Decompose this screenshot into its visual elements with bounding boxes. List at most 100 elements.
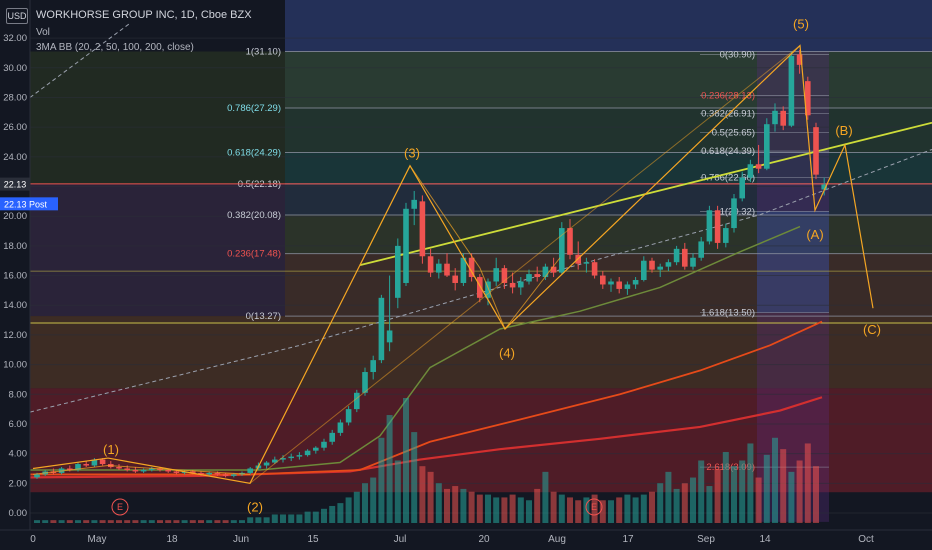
candle-body bbox=[140, 469, 147, 472]
volume-bar bbox=[378, 437, 385, 523]
volume-bar bbox=[632, 497, 639, 523]
candle-body bbox=[657, 266, 663, 270]
candle-body bbox=[165, 469, 171, 472]
x-tick-label: Aug bbox=[548, 534, 566, 545]
candle-body bbox=[550, 266, 557, 273]
candle-body bbox=[632, 280, 639, 285]
candle-body bbox=[190, 471, 196, 473]
volume-bars bbox=[34, 398, 819, 523]
y-tick-label: 8.00 bbox=[9, 389, 28, 400]
candle-body bbox=[616, 281, 622, 289]
volume-bar bbox=[181, 520, 188, 523]
fib-right-label: 2.618(3.09) bbox=[706, 462, 755, 473]
candle bbox=[149, 466, 155, 472]
candle bbox=[304, 449, 311, 457]
candle-body bbox=[313, 447, 319, 451]
candle-body bbox=[526, 274, 532, 282]
candle bbox=[559, 222, 565, 275]
candle bbox=[550, 257, 557, 278]
volume-bar bbox=[99, 520, 106, 523]
candle bbox=[247, 466, 253, 475]
volume-bar bbox=[124, 520, 131, 523]
candle bbox=[608, 278, 614, 292]
candle-body bbox=[460, 257, 467, 283]
projection-band bbox=[757, 211, 829, 313]
fib-right-label: 0.5(25.65) bbox=[712, 127, 755, 138]
volume-bar bbox=[107, 520, 114, 523]
candle bbox=[518, 277, 524, 295]
candle-body bbox=[591, 262, 598, 276]
candle-body bbox=[468, 257, 475, 278]
y-tick-label: 0.00 bbox=[9, 508, 28, 519]
y-tick-label: 26.00 bbox=[3, 122, 27, 133]
volume-bar bbox=[763, 454, 770, 523]
candle bbox=[673, 245, 680, 266]
volume-bar bbox=[714, 469, 721, 523]
volume-bar bbox=[419, 466, 426, 523]
volume-bar bbox=[403, 398, 409, 523]
wave-subpath bbox=[32, 465, 251, 475]
candle bbox=[468, 253, 475, 282]
currency-button[interactable]: USD bbox=[6, 8, 28, 24]
y-tick-label: 6.00 bbox=[9, 419, 28, 430]
wave-triangle bbox=[359, 164, 561, 330]
event-marker-2 bbox=[585, 498, 603, 516]
candle-body bbox=[67, 468, 73, 470]
candle bbox=[354, 389, 360, 413]
volume-bar bbox=[386, 415, 393, 523]
candle-body bbox=[780, 110, 786, 126]
candle-body bbox=[764, 124, 770, 169]
candle-body bbox=[386, 330, 393, 343]
candle-body bbox=[542, 266, 549, 278]
volume-bar bbox=[567, 497, 573, 523]
volume-bar bbox=[690, 477, 696, 523]
volume-bar bbox=[255, 517, 262, 523]
volume-bar bbox=[706, 486, 713, 523]
volume-bar bbox=[263, 517, 270, 523]
fib-left-label: 0.786(27.29) bbox=[227, 103, 281, 114]
fib-zone-left bbox=[285, 215, 932, 254]
candle bbox=[747, 159, 754, 183]
trend-dashed-line bbox=[29, 148, 932, 413]
candle bbox=[690, 253, 696, 270]
candle bbox=[403, 202, 409, 286]
candle-body bbox=[796, 54, 803, 65]
candle bbox=[222, 472, 229, 478]
volume-bar bbox=[444, 488, 450, 523]
volume-bar bbox=[239, 520, 245, 523]
volume-bar bbox=[485, 494, 491, 523]
candle bbox=[378, 294, 385, 364]
candle-body bbox=[247, 468, 253, 473]
fib-right-label: 0(30.90) bbox=[720, 49, 755, 60]
y-tick-label: 24.00 bbox=[3, 152, 27, 163]
candle-body bbox=[641, 260, 647, 281]
candle bbox=[641, 256, 647, 282]
fib-left-label: 0.236(17.48) bbox=[227, 249, 281, 260]
candle bbox=[788, 51, 795, 128]
candle-body bbox=[403, 208, 409, 283]
candle-body bbox=[395, 245, 401, 298]
candle bbox=[427, 248, 434, 278]
candle bbox=[280, 455, 286, 463]
candle-body bbox=[559, 228, 565, 273]
candle-body bbox=[665, 262, 672, 267]
candle-body bbox=[444, 263, 450, 276]
volume-bar bbox=[165, 520, 172, 523]
candle-body bbox=[509, 282, 516, 288]
wave-label-8: (C) bbox=[863, 322, 881, 337]
volume-bar bbox=[747, 443, 754, 523]
candle-body bbox=[419, 201, 426, 257]
candle bbox=[731, 193, 737, 233]
candle bbox=[600, 271, 606, 289]
candle bbox=[583, 257, 590, 273]
volume-bar bbox=[673, 488, 680, 523]
candle bbox=[526, 269, 532, 285]
y-tick-label: 14.00 bbox=[3, 300, 27, 311]
volume-bar bbox=[34, 520, 40, 523]
candle-body bbox=[329, 432, 335, 442]
fib-zone-top bbox=[285, 0, 932, 52]
x-tick-label: Jun bbox=[233, 534, 249, 545]
candle-body bbox=[714, 210, 721, 243]
candle-body bbox=[493, 268, 499, 282]
